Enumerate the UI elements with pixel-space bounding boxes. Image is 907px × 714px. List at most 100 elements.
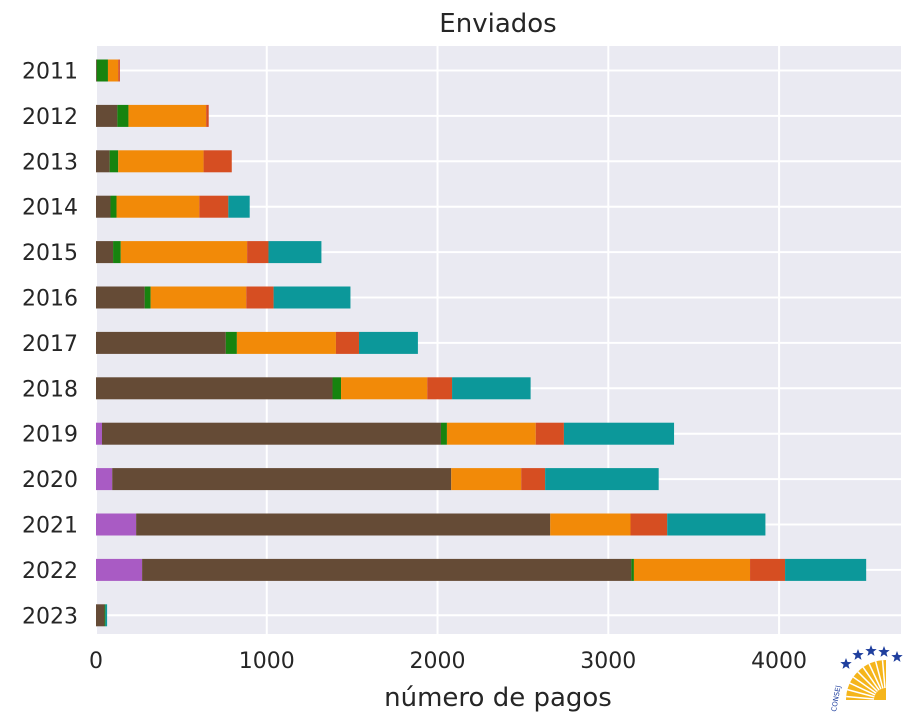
y-tick-label: 2012 [22,105,78,130]
star-icon [891,651,903,662]
bar-segment [246,286,274,309]
bar-segment [104,604,106,627]
bar-segment [550,513,631,536]
bar-segment [117,104,129,127]
x-tick-label: 2000 [410,649,466,674]
bar-segment [341,377,428,400]
bar-segment [96,241,114,264]
bar-segment [96,59,97,82]
logo-rays [846,660,886,700]
bars [96,59,867,627]
y-tick-label: 2015 [22,241,78,266]
bar-segment [118,150,204,173]
x-tick-label: 0 [89,649,103,674]
logo-ray [857,671,879,693]
bar-segment [120,241,248,264]
logo-stars [840,645,903,669]
bar-segment [203,150,232,173]
bar-segment [96,104,118,127]
logo-ray [862,666,880,691]
bar-segment [630,513,668,536]
bar-segment [785,558,867,581]
bar-segment [535,422,564,445]
y-tick-label: 2017 [22,332,78,357]
bar-segment [116,195,200,218]
bar-segment [113,241,121,264]
bar-segment [667,513,766,536]
bar-segment [96,150,110,173]
logo-ray [874,661,884,689]
bar-segment [545,468,659,491]
bar-segment [332,377,342,400]
bar-segment [110,195,117,218]
bar-segment [452,377,531,400]
bar-segment [109,150,119,173]
y-tick-label: 2023 [22,604,78,629]
bar-segment [96,558,143,581]
bar-segment [199,195,229,218]
bar-segment [118,59,120,82]
bar-segment [563,422,675,445]
bar-segment [150,286,247,309]
bar-segment [427,377,453,400]
bar-segment [136,513,551,536]
bar-segment [247,241,269,264]
y-tick-label: 2018 [22,377,78,402]
x-tick-label: 1000 [239,649,295,674]
bar-segment [128,104,207,127]
bar-segment [273,286,351,309]
y-tick-labels: 2011 2012 2013 2014 2015 2016 2017 2018 2019 2020… [22,60,78,630]
y-tick-label: 2021 [22,514,78,539]
bar-segment [633,558,751,581]
bar-segment [101,422,441,445]
logo-ray [881,660,886,689]
x-axis-label: número de pagos [384,683,612,713]
logo-ray [846,695,875,700]
bar-segment [225,331,237,354]
logo-ray [852,676,877,694]
bar-segment [451,468,522,491]
bar-segment [631,558,634,581]
x-tick-label: 3000 [580,649,636,674]
star-icon [840,658,852,669]
bar-segment [521,468,546,491]
bar-segment [440,422,447,445]
bar-segment [142,558,632,581]
y-tick-label: 2019 [22,423,78,448]
bar-segment [96,331,226,354]
bar-segment [358,331,418,354]
logo-ray [847,688,875,698]
bar-segment [236,331,336,354]
chart-title: Enviados [439,9,556,39]
y-tick-label: 2022 [22,559,78,584]
bar-segment [96,377,333,400]
bar-segment [96,59,108,82]
bar-segment [96,513,137,536]
logo-ray [849,682,876,696]
y-tick-label: 2016 [22,287,78,312]
bar-segment [96,604,105,627]
logo: CONSEJ [830,645,903,712]
bar-segment [96,286,145,309]
logo-text: CONSEJ [830,685,842,713]
bar-segment [144,286,151,309]
bar-segment [96,195,111,218]
bar-segment [228,195,250,218]
y-tick-label: 2013 [22,150,78,175]
bar-segment [96,468,113,491]
y-tick-label: 2020 [22,468,78,493]
star-icon [878,646,890,657]
bar-segment [268,241,322,264]
x-tick-label: 4000 [751,649,807,674]
star-icon [852,649,864,660]
bar-segment [206,104,209,127]
y-tick-label: 2011 [22,60,78,85]
star-icon [865,645,877,656]
logo-ray [868,663,882,690]
bar-segment [446,422,536,445]
bar-segment [105,604,108,627]
bar-segment [107,59,119,82]
bar-segment [96,422,102,445]
x-tick-labels: 0 1000 2000 3000 4000 [89,649,807,674]
